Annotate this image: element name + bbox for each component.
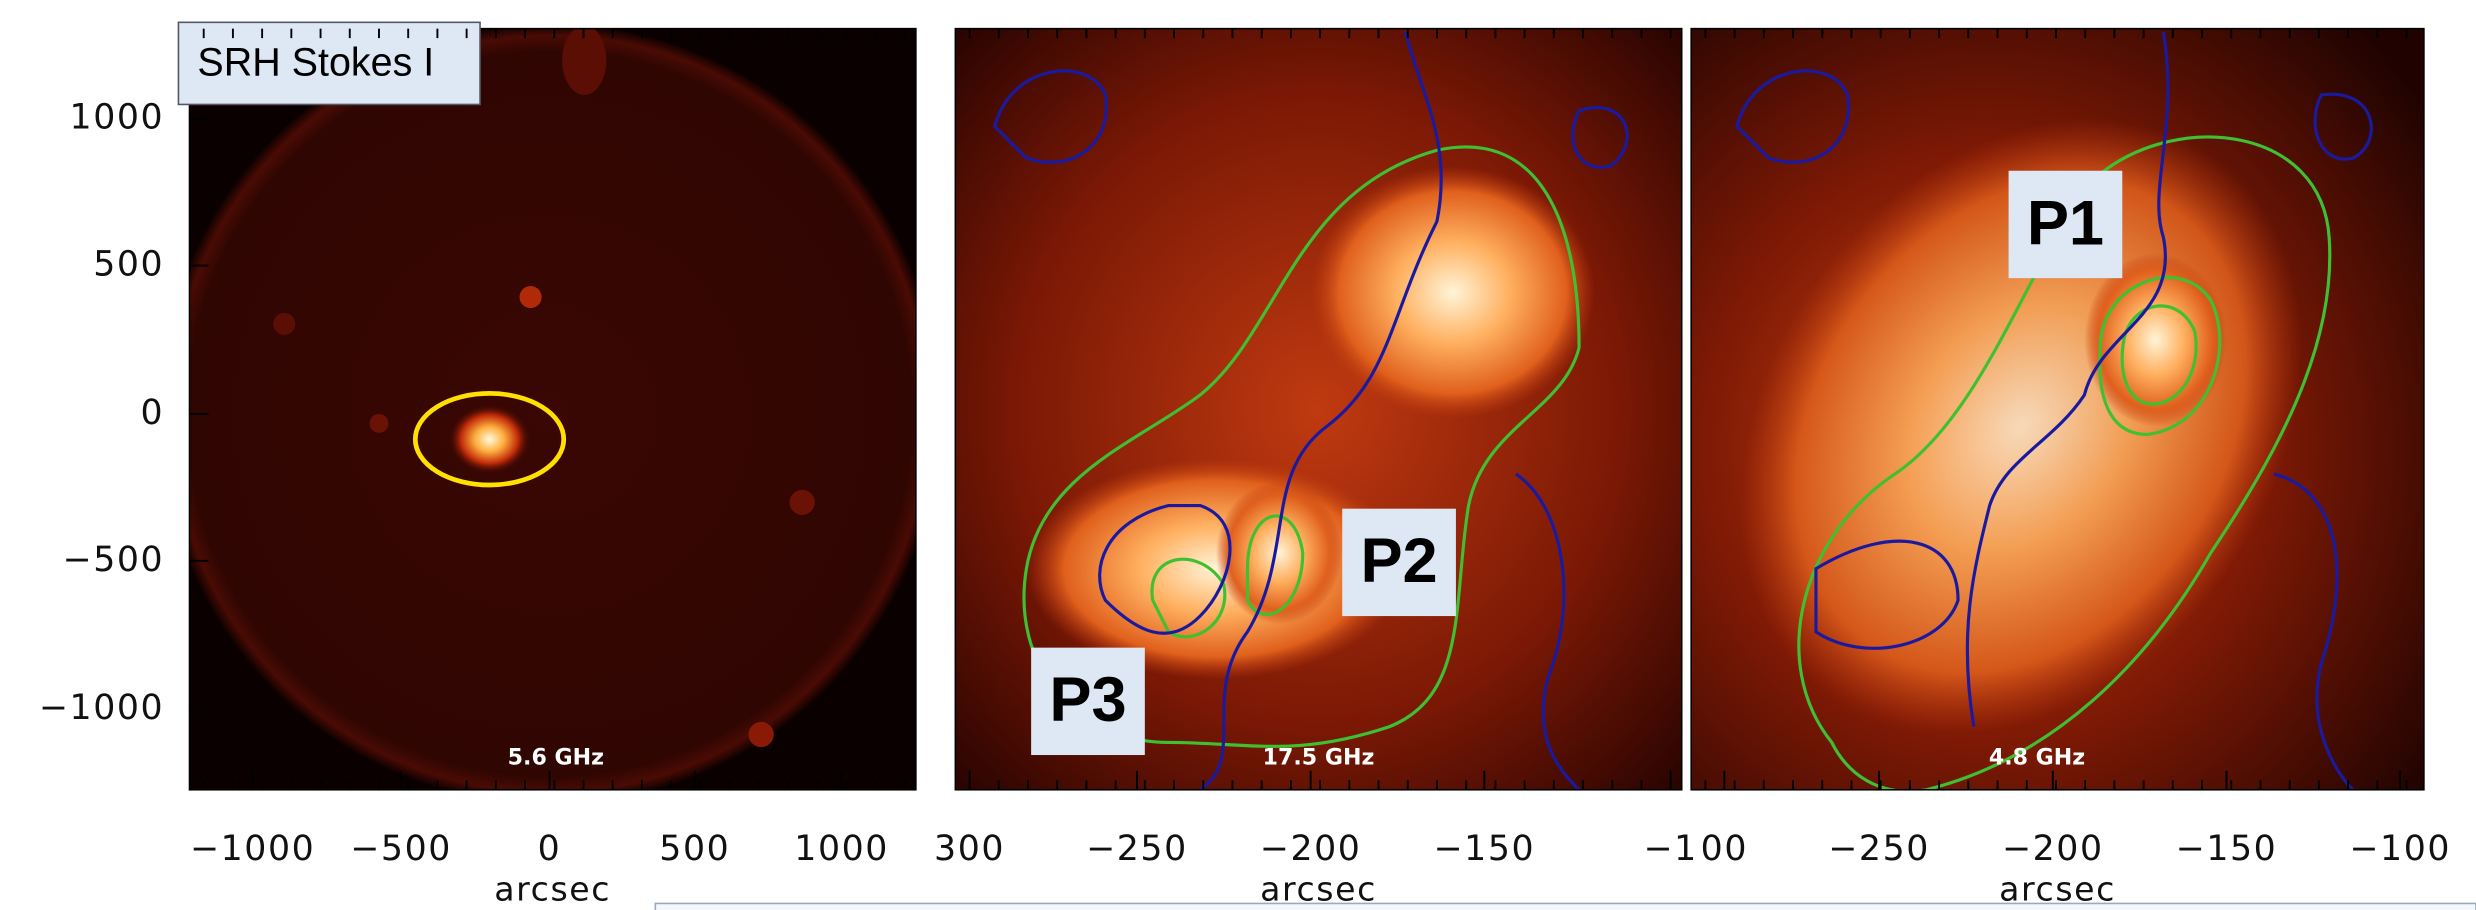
x-tick-label: −250 [1828,829,1930,869]
x-tick-label: −150 [1433,829,1535,869]
y-tick-label: 0 [141,393,165,433]
x-tick-label: 00 [1701,829,1748,869]
y-tick-label: −1000 [39,688,164,728]
panel-image [1624,10,2424,843]
x-tick-label: 0 [538,829,562,869]
frequency-label: 4.8 GHz [1989,745,2085,771]
frequency-label: 17.5 GHz [1263,745,1375,771]
x-axis-label: arcsec [494,869,611,908]
y-tick-label: −500 [63,540,165,580]
x-tick-label: −100 [2349,829,2451,869]
marker-label: P1 [2027,188,2104,258]
x-tick-label: 500 [659,829,730,869]
figure: −1000 −500 0 500 1000 1000 500 0 −500 −1000 arcsec… [0,0,2476,910]
y-tick-label: 500 [93,245,164,285]
panel-image [159,24,939,804]
x-tick-label: −1 [1643,829,1697,869]
x-tick-label: −500 [350,829,452,869]
y-tick-label: 1000 [70,98,165,138]
x-tick-label: 1000 [794,829,889,869]
x-axis-label: arcsec [1260,869,1377,908]
x-tick-label: −1000 [190,829,315,869]
panel-label: SRH Stokes I [197,40,434,84]
x-axis-label: arcsec [1999,869,2116,908]
x-tick-label: −200 [1260,829,1362,869]
marker-label: P2 [1360,526,1437,596]
x-tick-label: −200 [2002,829,2104,869]
frequency-label: 5.6 GHz [508,745,604,771]
x-tick-label: −150 [2176,829,2278,869]
x-tick-label: −250 [1086,829,1188,869]
marker-label: P3 [1049,665,1126,735]
x-tick-label: 300 [934,829,1005,869]
